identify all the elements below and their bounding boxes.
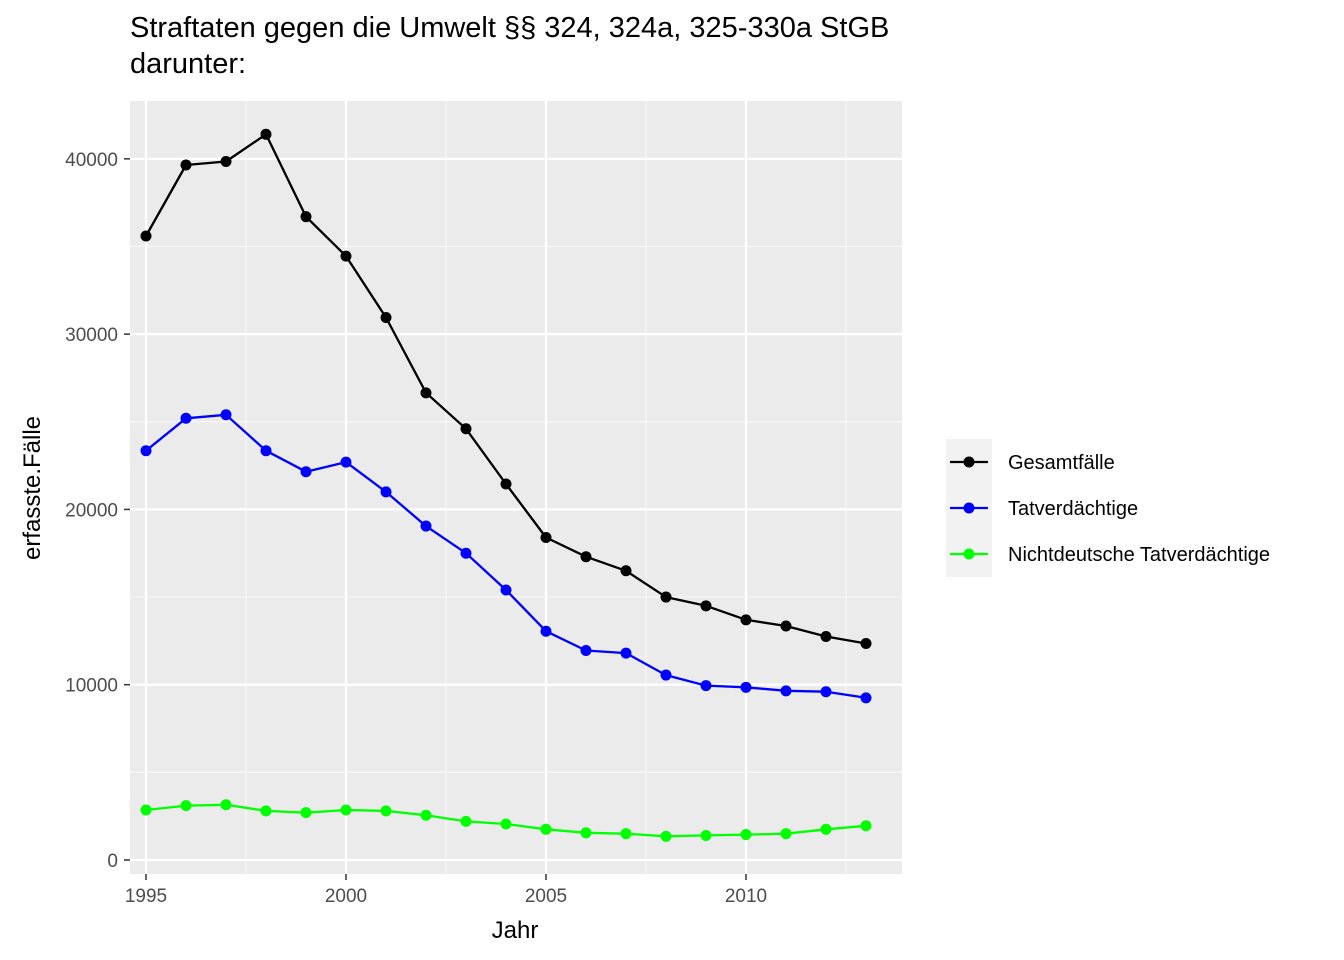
data-point [340,456,352,468]
data-point [740,829,752,841]
data-point [460,547,472,559]
plot-panel [130,101,902,874]
data-point [300,466,312,478]
data-point [700,600,712,612]
data-point [180,412,192,424]
data-point [380,486,392,498]
data-point [220,409,232,421]
data-point [620,647,632,659]
data-point [820,823,832,835]
x-tick-label: 2010 [725,886,767,907]
data-point [140,230,152,242]
legend: Gesamtfälle Tatverdächtige Nichtdeutsche T… [946,439,1270,577]
data-point [340,250,352,262]
data-point [340,804,352,816]
data-point [500,584,512,596]
data-point [380,311,392,323]
y-axis-title: erfasste.Fälle [19,416,46,560]
data-point [620,565,632,577]
data-point [180,159,192,171]
chart-title: Straftaten gegen die Umwelt §§ 324, 324a… [130,12,890,44]
x-axis: 1995 2000 2005 2010 [125,874,767,907]
data-point [540,823,552,835]
x-tick-label: 1995 [125,886,167,907]
data-point [140,804,152,816]
data-point [300,211,312,223]
data-point [540,531,552,543]
y-axis: 0 10000 20000 30000 40000 [65,150,130,872]
major-gridlines [130,101,902,874]
data-point [580,827,592,839]
data-point [660,591,672,603]
data-point [500,818,512,830]
minor-gridlines [130,101,902,874]
y-tick-label: 10000 [65,676,118,697]
data-point [860,692,872,704]
data-point [260,128,272,140]
data-point [300,807,312,819]
data-point [780,828,792,840]
data-point [860,820,872,832]
data-point [580,645,592,657]
data-point [620,828,632,840]
data-point [220,155,232,167]
data-point [380,805,392,817]
data-point [820,630,832,642]
chart-subtitle: darunter: [130,48,247,80]
data-point [260,805,272,817]
data-point [740,681,752,693]
legend-key-point [963,456,975,468]
x-tick-label: 2005 [525,886,567,907]
y-tick-label: 40000 [65,150,118,171]
x-axis-title: Jahr [492,917,539,944]
data-point [860,638,872,650]
data-point [740,614,752,626]
data-point [540,625,552,637]
legend-key-point [963,502,975,514]
data-point [700,680,712,692]
data-point [140,445,152,457]
data-point [260,445,272,457]
data-point [660,669,672,681]
x-tick-label: 2000 [325,886,367,907]
data-point [460,423,472,435]
data-point [420,809,432,821]
data-point [660,830,672,842]
data-point [420,520,432,532]
series-points [140,128,872,842]
data-point [420,387,432,399]
legend-label: Nichtdeutsche Tatverdächtige [1008,544,1270,566]
data-point [220,799,232,811]
data-point [500,478,512,490]
data-point [580,551,592,563]
legend-label: Gesamtfälle [1008,452,1115,474]
y-tick-label: 20000 [65,500,118,521]
legend-key-point [963,548,975,560]
data-point [700,829,712,841]
y-tick-label: 0 [107,851,118,872]
data-point [820,686,832,698]
data-point [460,815,472,827]
data-point [780,685,792,697]
data-point [180,800,192,812]
data-point [780,620,792,632]
legend-label: Tatverdächtige [1008,498,1138,520]
y-tick-label: 30000 [65,325,118,346]
